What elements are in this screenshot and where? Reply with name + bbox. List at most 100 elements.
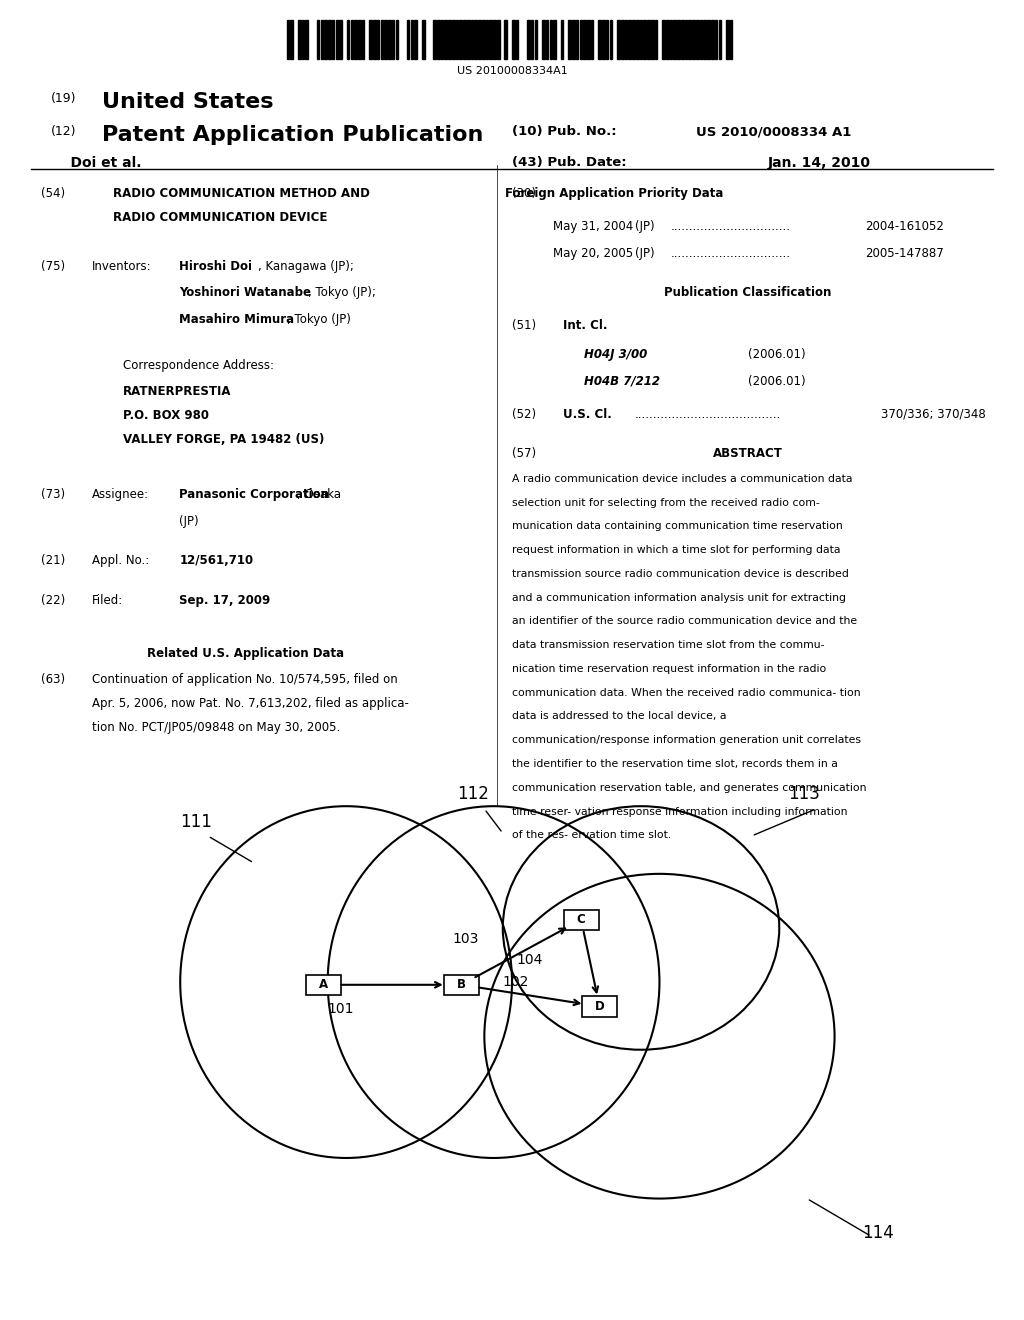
Text: and a communication information analysis unit for extracting: and a communication information analysis… (512, 593, 846, 603)
Text: Int. Cl.: Int. Cl. (563, 319, 607, 333)
Bar (636, 20, 639, 59)
Text: an identifier of the source radio communication device and the: an identifier of the source radio commun… (512, 616, 857, 627)
Text: (75): (75) (41, 260, 66, 273)
Text: 113: 113 (788, 785, 820, 804)
Bar (516, 20, 518, 59)
Text: Appl. No.:: Appl. No.: (92, 554, 150, 568)
Text: munication data containing communication time reservation: munication data containing communication… (512, 521, 843, 532)
Text: RADIO COMMUNICATION METHOD AND: RADIO COMMUNICATION METHOD AND (113, 187, 370, 201)
Text: (54): (54) (41, 187, 66, 201)
Bar (591, 20, 594, 59)
Text: 2005-147887: 2005-147887 (865, 247, 944, 260)
Bar (670, 20, 673, 59)
Bar (699, 20, 702, 59)
Bar (719, 20, 721, 59)
Text: US 20100008334A1: US 20100008334A1 (457, 66, 567, 77)
Bar (474, 20, 477, 59)
Bar (332, 20, 335, 59)
Bar (643, 20, 646, 59)
Bar (692, 20, 695, 59)
Bar (456, 20, 459, 59)
Text: 102: 102 (503, 975, 529, 989)
Text: Hiroshi Doi: Hiroshi Doi (179, 260, 252, 273)
Text: tion No. PCT/JP05/09848 on May 30, 2005.: tion No. PCT/JP05/09848 on May 30, 2005. (92, 721, 340, 734)
Bar (305, 20, 308, 59)
Text: (73): (73) (41, 488, 66, 502)
Text: Yoshinori Watanabe: Yoshinori Watanabe (179, 286, 311, 300)
Bar (621, 20, 624, 59)
Bar (726, 20, 729, 59)
Bar (606, 20, 608, 59)
Text: B: B (457, 978, 466, 991)
FancyBboxPatch shape (582, 997, 617, 1016)
Text: , Kanagawa (JP);: , Kanagawa (JP); (258, 260, 354, 273)
Text: 101: 101 (328, 1002, 354, 1016)
Text: communication data. When the received radio communica- tion: communication data. When the received ra… (512, 688, 860, 698)
Bar (530, 20, 534, 59)
Text: D: D (595, 1001, 604, 1012)
Text: selection unit for selecting from the received radio com-: selection unit for selecting from the re… (512, 498, 820, 508)
Text: Assignee:: Assignee: (92, 488, 150, 502)
Bar (527, 20, 529, 59)
Text: Doi et al.: Doi et al. (51, 156, 141, 170)
Bar (651, 20, 653, 59)
Bar (546, 20, 549, 59)
Text: transmission source radio communication device is described: transmission source radio communication … (512, 569, 849, 579)
Text: 112: 112 (457, 785, 488, 804)
Text: (52): (52) (512, 408, 537, 421)
Text: (30): (30) (512, 187, 536, 201)
Bar (677, 20, 680, 59)
Text: A: A (318, 978, 328, 991)
Bar (640, 20, 642, 59)
Bar (685, 20, 687, 59)
Bar (553, 20, 556, 59)
Bar (696, 20, 698, 59)
Text: U.S. Cl.: U.S. Cl. (563, 408, 612, 421)
Text: Foreign Application Priority Data: Foreign Application Priority Data (505, 187, 724, 201)
Bar (298, 20, 301, 59)
Bar (384, 20, 387, 59)
Text: Apr. 5, 2006, now Pat. No. 7,613,202, filed as applica-: Apr. 5, 2006, now Pat. No. 7,613,202, fi… (92, 697, 409, 710)
Bar (354, 20, 357, 59)
Text: (43) Pub. Date:: (43) Pub. Date: (512, 156, 627, 169)
Bar (654, 20, 657, 59)
FancyBboxPatch shape (443, 974, 479, 995)
Bar (482, 20, 484, 59)
Text: data transmission reservation time slot from the commu-: data transmission reservation time slot … (512, 640, 824, 651)
Bar (449, 20, 451, 59)
Text: communication reservation table, and generates communication: communication reservation table, and gen… (512, 783, 866, 793)
Bar (561, 20, 563, 59)
Text: (19): (19) (51, 92, 77, 106)
Text: RATNERPRESTIA: RATNERPRESTIA (123, 385, 231, 399)
Text: 104: 104 (517, 953, 543, 968)
Text: United States: United States (102, 92, 273, 112)
Bar (440, 20, 443, 59)
Text: A radio communication device includes a communication data: A radio communication device includes a … (512, 474, 853, 484)
Bar (460, 20, 462, 59)
Text: time reser- vation response information including information: time reser- vation response information … (512, 807, 848, 817)
Bar (321, 20, 324, 59)
Bar (350, 20, 353, 59)
Bar (373, 20, 376, 59)
Bar (580, 20, 583, 59)
Bar (666, 20, 669, 59)
Bar (361, 20, 365, 59)
Bar (575, 20, 579, 59)
Text: ABSTRACT: ABSTRACT (713, 447, 782, 461)
Bar (568, 20, 571, 59)
Bar (584, 20, 586, 59)
Text: data is addressed to the local device, a: data is addressed to the local device, a (512, 711, 726, 722)
Text: of the res- ervation time slot.: of the res- ervation time slot. (512, 830, 672, 841)
Text: (12): (12) (51, 125, 77, 139)
Bar (632, 20, 635, 59)
Bar (358, 20, 360, 59)
Text: ................................: ................................ (671, 247, 791, 260)
Bar (625, 20, 628, 59)
FancyBboxPatch shape (305, 974, 341, 995)
Text: (10) Pub. No.:: (10) Pub. No.: (512, 125, 616, 139)
Text: communication/response information generation unit correlates: communication/response information gener… (512, 735, 861, 746)
Text: (63): (63) (41, 673, 66, 686)
Text: (51): (51) (512, 319, 537, 333)
Bar (302, 20, 304, 59)
Text: (21): (21) (41, 554, 66, 568)
